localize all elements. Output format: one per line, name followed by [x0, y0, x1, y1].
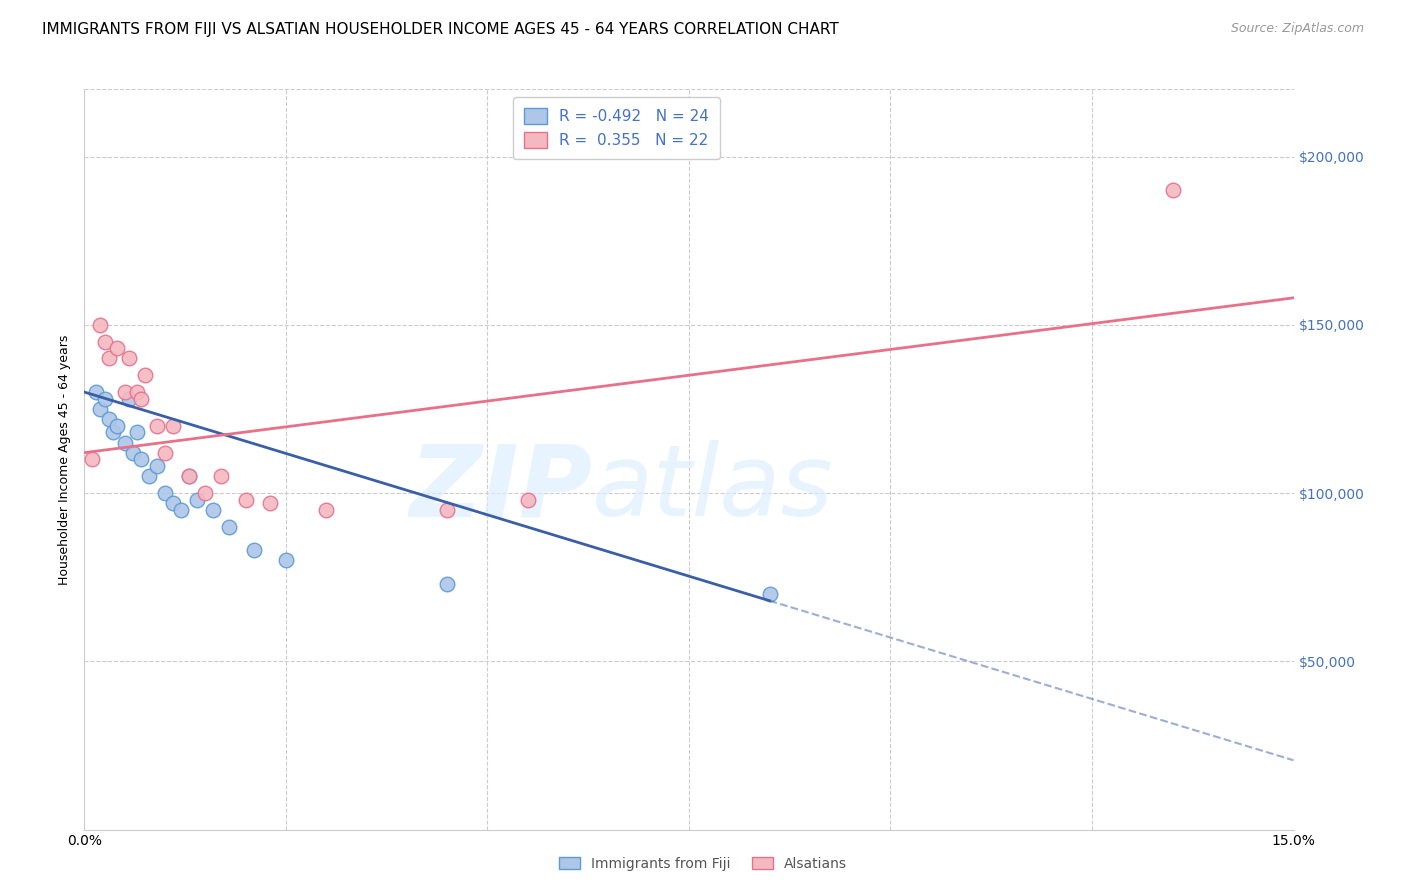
Point: [129, 392, 152, 406]
Point: [89, 318, 111, 332]
Point: [138, 469, 160, 483]
Point: [101, 425, 124, 440]
Y-axis label: Householder Income Ages 45 - 64 years: Householder Income Ages 45 - 64 years: [58, 334, 72, 584]
Point: [118, 392, 141, 406]
Point: [315, 503, 337, 517]
Point: [186, 492, 208, 507]
Point: [516, 492, 538, 507]
Point: [179, 469, 201, 483]
Point: [194, 486, 217, 500]
Point: [82, 452, 104, 467]
Point: [153, 445, 176, 459]
Text: ZIP: ZIP: [409, 441, 592, 538]
Legend: Immigrants from Fiji, Alsatians: Immigrants from Fiji, Alsatians: [554, 851, 852, 876]
Point: [134, 368, 156, 383]
Point: [146, 459, 169, 474]
Point: [259, 496, 281, 510]
Point: [209, 469, 232, 483]
Point: [436, 503, 458, 517]
Point: [129, 452, 152, 467]
Point: [758, 587, 780, 601]
Point: [114, 385, 136, 400]
Point: [179, 469, 201, 483]
Point: [89, 401, 111, 416]
Point: [125, 425, 148, 440]
Point: [436, 577, 458, 591]
Point: [153, 486, 176, 500]
Point: [162, 418, 184, 433]
Text: Source: ZipAtlas.com: Source: ZipAtlas.com: [1230, 22, 1364, 36]
Point: [218, 519, 240, 533]
Text: atlas: atlas: [592, 441, 834, 538]
Point: [93, 392, 115, 406]
Point: [118, 351, 141, 366]
Point: [93, 334, 115, 349]
Point: [105, 418, 128, 433]
Point: [121, 445, 143, 459]
Point: [1161, 183, 1184, 197]
Point: [202, 503, 225, 517]
Point: [162, 496, 184, 510]
Point: [97, 351, 120, 366]
Point: [97, 412, 120, 426]
Point: [125, 385, 148, 400]
Point: [114, 435, 136, 450]
Text: IMMIGRANTS FROM FIJI VS ALSATIAN HOUSEHOLDER INCOME AGES 45 - 64 YEARS CORRELATI: IMMIGRANTS FROM FIJI VS ALSATIAN HOUSEHO…: [42, 22, 839, 37]
Point: [274, 553, 297, 567]
Point: [235, 492, 257, 507]
Point: [146, 418, 169, 433]
Point: [86, 385, 108, 400]
Point: [170, 503, 193, 517]
Legend: R = -0.492   N = 24, R =  0.355   N = 22: R = -0.492 N = 24, R = 0.355 N = 22: [513, 97, 720, 159]
Point: [242, 543, 264, 558]
Point: [105, 341, 128, 355]
